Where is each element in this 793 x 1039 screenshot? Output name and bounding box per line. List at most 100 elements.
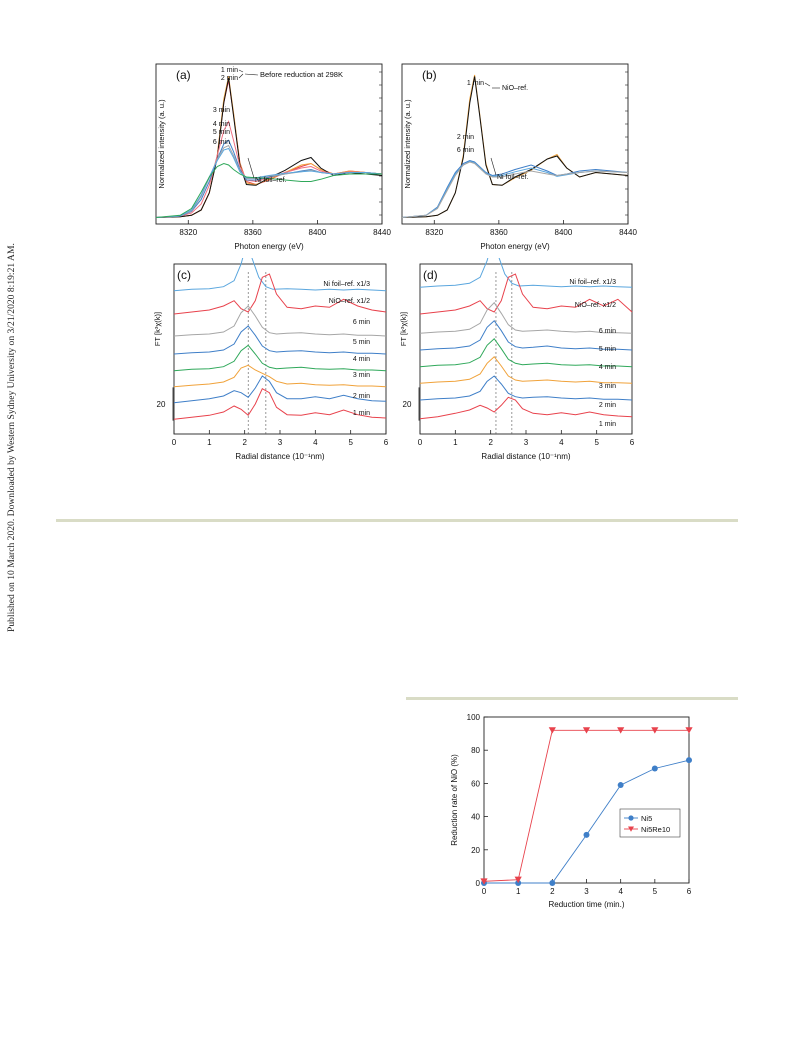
y-tick-label: 80 <box>471 746 480 755</box>
annotation-label: 1 min <box>221 67 238 74</box>
data-point-ni5re10 <box>651 727 659 734</box>
panel-label: (d) <box>423 268 438 282</box>
y-axis-label: FT [k³χ(k)] <box>399 312 408 346</box>
y-tick-label: 100 <box>467 713 481 722</box>
x-tick-label: 0 <box>172 438 177 447</box>
x-axis-label: Radial distance (10⁻¹nm) <box>481 452 570 461</box>
x-tick-label: 5 <box>653 887 658 896</box>
annotation-label: 1 min <box>467 80 484 87</box>
data-point-ni5re10 <box>685 727 693 734</box>
x-tick-label: 5 <box>594 438 599 447</box>
chart-b-xanes-ni5re10: 8320 8360 8400 8440 (b) Photon energy (eV) Nor… <box>401 63 637 251</box>
annotation-label: Ni foil–ref. <box>255 177 287 184</box>
series-label: 3 min <box>353 372 370 379</box>
ft-series-line <box>419 258 633 288</box>
panel-label: (a) <box>176 68 191 82</box>
y-tick-label: 60 <box>471 779 480 788</box>
x-tick-label: 8400 <box>309 228 327 237</box>
x-tick-label: 2 <box>488 438 493 447</box>
y-axis-label: Normalized intensity (a. u.) <box>403 99 412 189</box>
ft-series-line <box>419 396 633 420</box>
xanes-series-line <box>155 77 383 218</box>
x-tick-label: 8400 <box>555 228 573 237</box>
ft-series-line <box>173 325 387 355</box>
data-point-ni5re10 <box>548 727 556 734</box>
x-tick-label: 8440 <box>373 228 391 237</box>
series-label: 4 min <box>599 364 616 371</box>
annotation-label: NiO–ref. <box>502 85 528 92</box>
ft-series-line <box>419 273 633 315</box>
annotation-leader <box>484 82 491 87</box>
series-label: NiO–ref. x1/2 <box>575 302 616 309</box>
annotation-leader <box>244 73 259 76</box>
x-tick-label: 3 <box>524 438 529 447</box>
x-tick-label: 2 <box>242 438 247 447</box>
annotation-label: 6 min <box>457 147 474 154</box>
xanes-series-line <box>155 76 383 218</box>
ft-series-line <box>173 387 387 420</box>
x-tick-label: 8360 <box>490 228 508 237</box>
series-label: 4 min <box>353 356 370 363</box>
xanes-series-line <box>155 147 383 218</box>
data-point-ni5re10 <box>582 727 591 734</box>
ft-series-line <box>173 344 387 372</box>
chart-a-xanes-ni5: 8320 8360 8400 8440 (a) Photon energy (eV) Nor… <box>155 63 391 251</box>
chart-d-ft-ni5re10: 0 1 2 3 4 5 6 Ni foil–ref. x1/3 NiO–ref. x1/2 6 m… <box>399 258 635 461</box>
annotation-leader <box>238 69 244 73</box>
annotation-label: 4 min <box>213 121 230 128</box>
x-tick-label: 6 <box>630 438 635 447</box>
ft-series-line <box>173 364 387 388</box>
y-tick-label: 40 <box>471 813 480 822</box>
series-label: 6 min <box>599 328 616 335</box>
data-point-ni5 <box>549 880 556 886</box>
x-tick-label: 5 <box>348 438 353 447</box>
plot-frame <box>483 716 690 884</box>
download-watermark-text: Published on 10 March 2020. Downloaded b… <box>6 243 17 632</box>
x-tick-label: 4 <box>618 887 623 896</box>
plot-frame <box>155 63 383 225</box>
annotation-label: 2 min <box>457 134 474 141</box>
ft-series-line <box>419 355 633 384</box>
data-point-ni5re10 <box>514 876 522 884</box>
ft-series-line <box>419 337 633 368</box>
y-axis-label: Reduction rate of NiO (%) <box>450 754 459 846</box>
ft-series-line <box>173 258 387 292</box>
series-label: 2 min <box>353 393 370 400</box>
x-axis-label: Photon energy (eV) <box>480 242 550 251</box>
legend-label: Ni5Re10 <box>641 825 670 834</box>
annotation-label: Ni foil–ref. <box>497 174 529 181</box>
series-label: 1 min <box>599 421 616 428</box>
legend-marker <box>628 826 634 832</box>
xanes-series-line <box>401 74 629 218</box>
panel-label: (c) <box>177 268 191 282</box>
annotation-leader <box>247 157 255 179</box>
x-axis-label: Reduction time (min.) <box>548 900 624 909</box>
data-point-ni5 <box>651 765 658 772</box>
panel-label: (b) <box>422 68 437 82</box>
xanes-series-line <box>155 80 383 218</box>
ft-series-line <box>173 305 387 337</box>
rate-series-line <box>483 729 689 882</box>
xanes-series-line <box>155 162 382 218</box>
ft-series-line <box>173 375 387 404</box>
annotation-leader <box>490 157 497 176</box>
x-tick-label: 1 <box>516 887 521 896</box>
ft-series-line <box>419 301 633 334</box>
annotation-label: 6 min <box>213 139 230 146</box>
x-tick-label: 8320 <box>425 228 443 237</box>
xanes-series-line <box>401 76 629 218</box>
x-tick-label: 8360 <box>244 228 262 237</box>
series-label: Ni foil–ref. x1/3 <box>569 279 616 286</box>
scale-bar-label: 20 <box>403 400 412 409</box>
chart-c-ft-ni5: 0 1 2 3 4 5 6 Ni foil–ref. x1/3 NiO–ref. x1/2 6 m… <box>153 258 389 461</box>
section-rule-bottom <box>406 697 738 700</box>
legend-label: Ni5 <box>641 814 652 823</box>
ft-series-line <box>419 319 633 351</box>
legend-marker <box>628 815 634 821</box>
x-tick-label: 6 <box>384 438 389 447</box>
annotation-label: 5 min <box>213 129 230 136</box>
legend-box <box>619 808 681 838</box>
y-tick-label: 20 <box>471 846 480 855</box>
data-point-ni5 <box>686 757 692 764</box>
